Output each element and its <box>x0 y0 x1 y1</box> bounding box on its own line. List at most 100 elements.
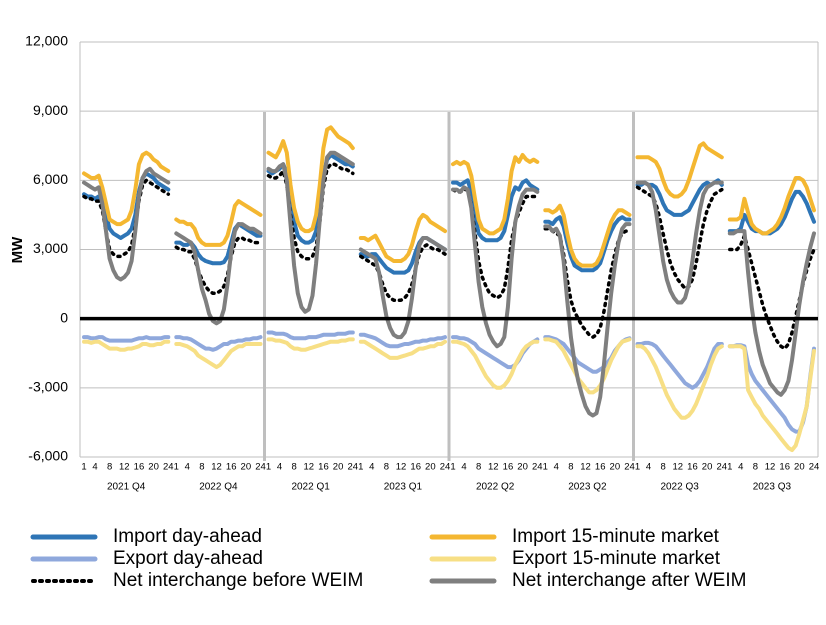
series-line <box>451 185 540 349</box>
x-tick-label: 24 <box>624 462 635 473</box>
y-tick-label: -6,000 <box>28 448 68 464</box>
series-line <box>266 125 355 234</box>
x-tick-label: 16 <box>410 462 421 473</box>
x-tick-label: 1 <box>635 462 640 473</box>
x-tick-label: 8 <box>660 462 665 473</box>
panel-label: 2023 Q1 <box>384 482 423 493</box>
x-tick-label: 1 <box>174 462 179 473</box>
x-tick-label: 8 <box>107 462 112 473</box>
series-line <box>358 236 447 340</box>
x-tick-label: 16 <box>134 462 145 473</box>
x-tick-label: 4 <box>738 462 743 473</box>
x-tick-label: 20 <box>241 462 252 473</box>
legend-label: Export 15-minute market <box>512 548 721 569</box>
x-tick-label: 16 <box>503 462 514 473</box>
x-tick-label: 4 <box>277 462 282 473</box>
series-line <box>635 141 724 199</box>
x-tick-label: 24 <box>163 462 174 473</box>
x-tick-label: 24 <box>255 462 266 473</box>
x-tick-label: 4 <box>92 462 97 473</box>
y-tick-label: 12,000 <box>25 33 68 49</box>
x-tick-label: 20 <box>610 462 621 473</box>
x-tick-label: 24 <box>440 462 451 473</box>
x-tick-label: 12 <box>396 462 407 473</box>
series-line <box>82 339 171 352</box>
series-line <box>358 339 447 360</box>
x-tick-label: 1 <box>81 462 86 473</box>
series-line <box>82 150 171 227</box>
series-line <box>451 178 540 243</box>
series-line <box>635 180 724 305</box>
x-tick-label: 24 <box>532 462 543 473</box>
x-tick-label: 4 <box>554 462 559 473</box>
x-tick-label: 12 <box>304 462 315 473</box>
series-line <box>451 153 540 236</box>
series-line <box>727 344 816 453</box>
series-line <box>358 212 447 263</box>
series-line <box>266 337 355 352</box>
series-line <box>82 171 171 240</box>
series-line <box>543 222 632 418</box>
series-line <box>358 332 447 349</box>
x-tick-label: 8 <box>384 462 389 473</box>
y-tick-label: -3,000 <box>28 379 68 395</box>
x-tick-label: 1 <box>266 462 271 473</box>
y-tick-label: 9,000 <box>33 102 68 118</box>
x-tick-label: 16 <box>595 462 606 473</box>
series-line <box>359 243 447 302</box>
x-tick-label: 1 <box>358 462 363 473</box>
series-line <box>635 340 724 390</box>
series-line <box>82 335 171 343</box>
panel-label: 2023 Q3 <box>753 482 792 493</box>
x-tick-label: 4 <box>185 462 190 473</box>
series-line <box>635 178 724 217</box>
x-tick-label: 24 <box>716 462 727 473</box>
x-tick-label: 20 <box>333 462 344 473</box>
x-tick-label: 8 <box>199 462 204 473</box>
panel-label: 2023 Q2 <box>568 482 607 493</box>
x-tick-label: 16 <box>687 462 698 473</box>
x-tick-label: 20 <box>148 462 159 473</box>
x-tick-label: 12 <box>119 462 130 473</box>
x-tick-label: 12 <box>673 462 684 473</box>
series-line <box>266 162 355 261</box>
legend-label: Export day-ahead <box>113 548 263 569</box>
series-line <box>82 178 171 259</box>
x-tick-label: 12 <box>765 462 776 473</box>
x-tick-label: 20 <box>794 462 805 473</box>
series-line <box>82 166 171 282</box>
x-tick-label: 8 <box>568 462 573 473</box>
x-tick-label: 1 <box>727 462 732 473</box>
x-tick-label: 12 <box>211 462 222 473</box>
series-line <box>174 236 263 296</box>
series-line <box>543 203 632 268</box>
x-tick-label: 16 <box>318 462 329 473</box>
series-line <box>174 222 263 326</box>
legend-label: Net interchange after WEIM <box>512 570 746 591</box>
y-tick-label: 0 <box>60 309 68 325</box>
x-tick-label: 16 <box>779 462 790 473</box>
series-line <box>174 199 263 247</box>
series-line <box>174 335 263 352</box>
legend-label: Import 15-minute market <box>512 526 720 547</box>
x-tick-label: 12 <box>488 462 499 473</box>
x-tick-label: 1 <box>543 462 548 473</box>
series-line <box>266 330 355 341</box>
panel-label: 2022 Q1 <box>291 482 330 493</box>
x-tick-label: 8 <box>291 462 296 473</box>
series-line <box>635 344 724 420</box>
x-tick-label: 4 <box>646 462 651 473</box>
series-line <box>727 229 816 397</box>
series-line <box>174 342 263 370</box>
x-tick-label: 4 <box>369 462 374 473</box>
x-tick-label: 16 <box>226 462 237 473</box>
x-tick-label: 20 <box>702 462 713 473</box>
x-tick-label: 4 <box>461 462 466 473</box>
x-tick-label: 24 <box>347 462 358 473</box>
x-tick-label: 8 <box>476 462 481 473</box>
panel-label: 2022 Q3 <box>660 482 699 493</box>
x-tick-label: 8 <box>753 462 758 473</box>
panel-label: 2022 Q4 <box>199 482 238 493</box>
